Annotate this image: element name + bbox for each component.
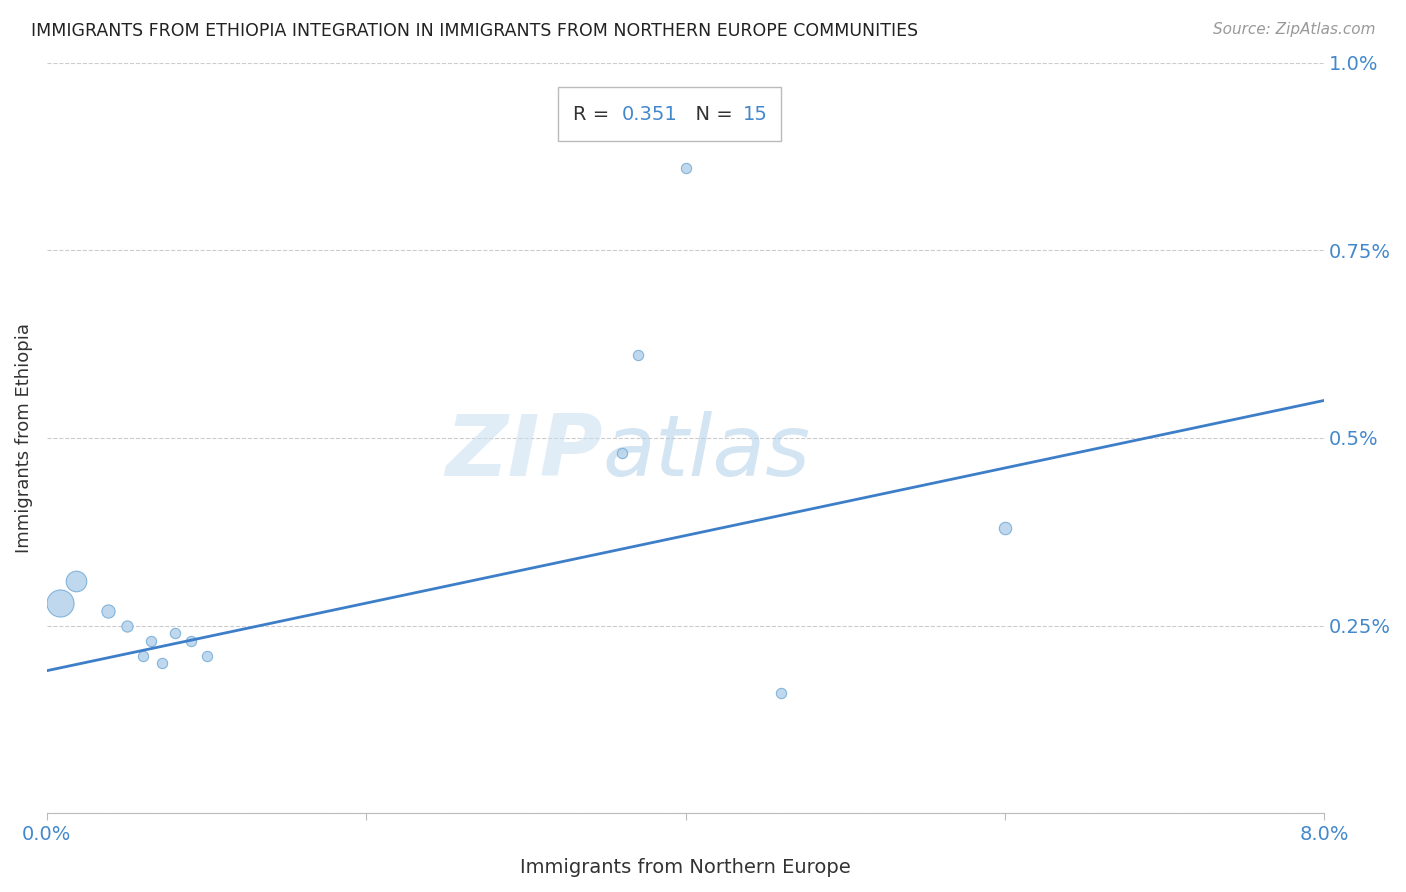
Text: 15: 15: [742, 105, 768, 124]
Point: [115, 618, 138, 632]
FancyBboxPatch shape: [558, 87, 782, 142]
Point: [150, 656, 173, 670]
Point: [195, 648, 218, 663]
Point: [131, 648, 153, 663]
Point: [675, 161, 697, 175]
X-axis label: Immigrants from Northern Europe: Immigrants from Northern Europe: [520, 858, 851, 877]
Point: [163, 626, 186, 640]
Point: [994, 521, 1017, 535]
Point: [626, 348, 648, 362]
Point: [770, 686, 793, 700]
Text: Source: ZipAtlas.com: Source: ZipAtlas.com: [1212, 22, 1375, 37]
Point: [180, 633, 202, 648]
Text: R =: R =: [574, 105, 616, 124]
Text: ZIP: ZIP: [444, 411, 603, 494]
Point: [65, 574, 87, 588]
Text: atlas: atlas: [603, 411, 810, 494]
Text: N =: N =: [683, 105, 740, 124]
Text: 0.351: 0.351: [621, 105, 678, 124]
Point: [48, 596, 70, 610]
Point: [610, 446, 633, 460]
Y-axis label: Immigrants from Ethiopia: Immigrants from Ethiopia: [15, 323, 32, 553]
Point: [139, 633, 162, 648]
Text: IMMIGRANTS FROM ETHIOPIA INTEGRATION IN IMMIGRANTS FROM NORTHERN EUROPE COMMUNIT: IMMIGRANTS FROM ETHIOPIA INTEGRATION IN …: [31, 22, 918, 40]
Point: [96, 604, 118, 618]
